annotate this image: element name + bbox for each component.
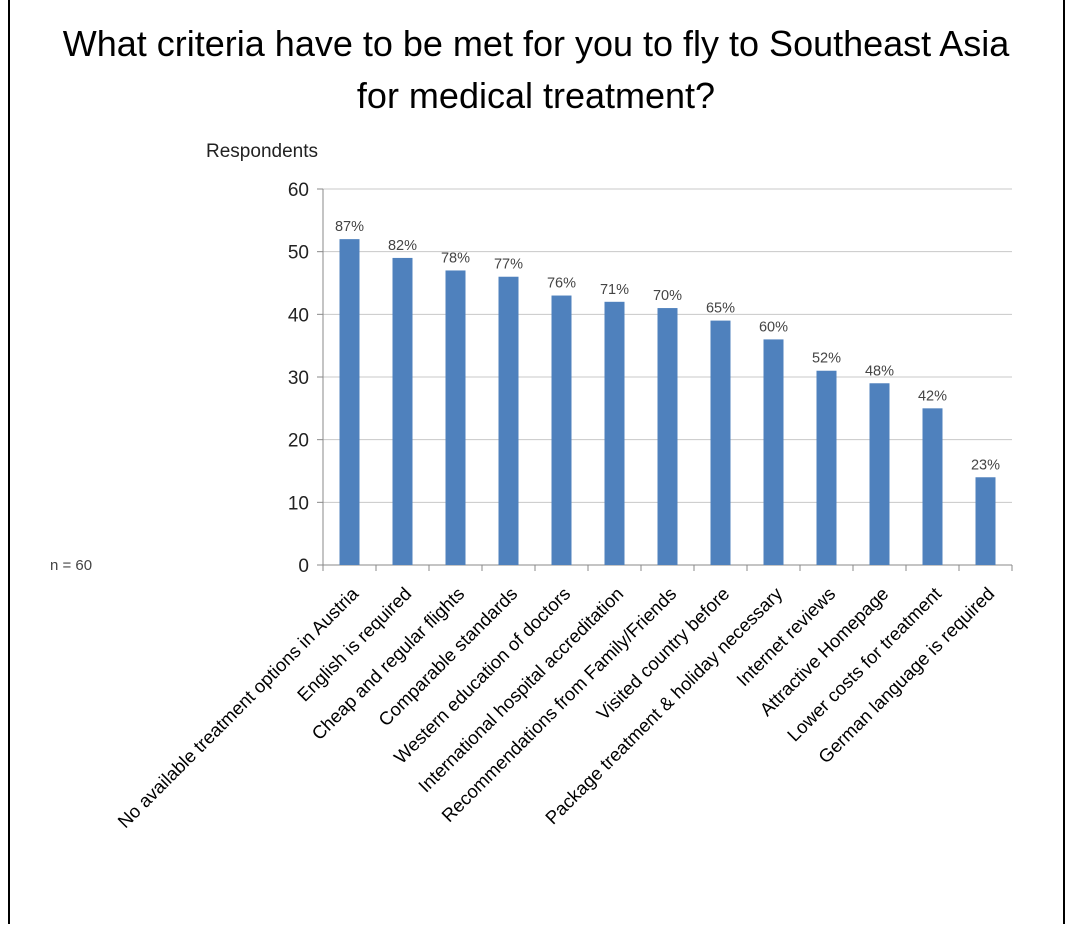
bar — [498, 276, 519, 565]
y-tick-label: 50 — [288, 243, 309, 264]
data-label: 78% — [441, 250, 470, 266]
chart-frame — [8, 0, 1065, 924]
data-label: 76% — [547, 276, 576, 292]
y-tick-label: 40 — [288, 305, 309, 326]
chart-title-line1: What criteria have to be met for you to … — [62, 23, 1010, 64]
bar — [922, 408, 943, 565]
bar — [445, 270, 466, 565]
data-label: 60% — [759, 319, 788, 335]
bar — [869, 383, 890, 565]
y-tick-label: 10 — [288, 493, 309, 514]
bar — [710, 320, 731, 565]
chart-title: What criteria have to be met for you to … — [0, 18, 1072, 122]
bar — [339, 239, 360, 565]
bar — [657, 308, 678, 565]
data-label: 71% — [600, 282, 629, 298]
bar — [975, 477, 996, 565]
bar — [763, 339, 784, 565]
y-tick-label: 30 — [288, 368, 309, 389]
y-tick-label: 20 — [288, 431, 309, 452]
data-label: 77% — [494, 257, 523, 273]
data-label: 52% — [812, 351, 841, 367]
x-category-label: No available treatment options in Austri… — [113, 582, 362, 831]
y-tick-label: 60 — [288, 180, 309, 201]
chart-title-line2: for medical treatment? — [356, 75, 716, 116]
bar — [392, 257, 413, 565]
data-label: 23% — [971, 457, 1000, 473]
bar — [551, 295, 572, 565]
bar — [816, 370, 837, 565]
y-axis-label: Respondents — [206, 141, 318, 162]
bar — [604, 301, 625, 565]
data-label: 82% — [388, 238, 417, 254]
data-label: 65% — [706, 301, 735, 317]
data-label: 48% — [865, 363, 894, 379]
data-label: 87% — [335, 219, 364, 235]
data-label: 70% — [653, 288, 682, 304]
y-tick-label: 0 — [298, 556, 309, 577]
sample-size-note: n = 60 — [50, 557, 92, 574]
data-label: 42% — [918, 388, 947, 404]
